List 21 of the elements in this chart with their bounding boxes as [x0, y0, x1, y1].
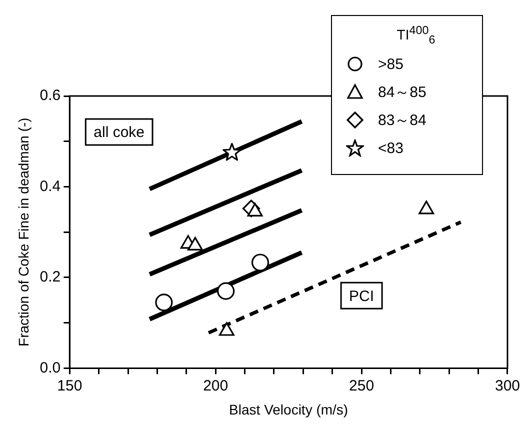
point [218, 322, 234, 336]
y-axis-title: Fraction of Coke Fine in deadman (-) [15, 118, 32, 346]
legend-label: <83 [378, 140, 404, 157]
y-tick-label: 0.0 [40, 359, 61, 376]
annotation: PCI [349, 288, 374, 305]
legend-label: 83～84 [378, 110, 426, 130]
x-axis-title: Blast Velocity (m/s) [229, 401, 348, 418]
x-tick-label: 300 [494, 377, 520, 394]
legend-label: 84～85 [378, 82, 426, 102]
point [222, 142, 242, 161]
x-tick-label: 200 [203, 377, 228, 394]
legend-label: >85 [378, 56, 404, 73]
y-tick-label: 0.2 [40, 268, 61, 286]
annotation: all coke [94, 124, 145, 142]
point [418, 200, 434, 214]
x-tick-label: 250 [349, 377, 374, 394]
point [247, 202, 263, 216]
y-tick-label: 0.6 [40, 87, 61, 104]
y-tick-label: 0.4 [40, 178, 61, 195]
point [187, 236, 203, 251]
x-tick-label: 150 [57, 377, 82, 394]
